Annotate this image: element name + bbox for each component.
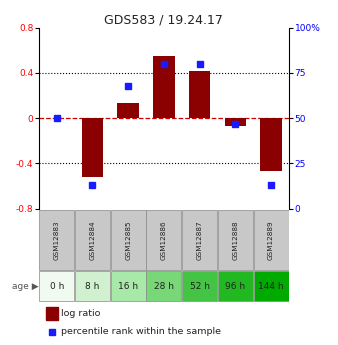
Text: percentile rank within the sample: percentile rank within the sample <box>62 327 221 336</box>
Text: GSM12883: GSM12883 <box>54 220 60 259</box>
Bar <box>146 272 182 301</box>
Text: GSM12885: GSM12885 <box>125 220 131 259</box>
Text: GSM12886: GSM12886 <box>161 220 167 259</box>
Bar <box>46 307 57 320</box>
Title: GDS583 / 19.24.17: GDS583 / 19.24.17 <box>104 13 223 27</box>
Bar <box>254 210 289 269</box>
Text: GSM12888: GSM12888 <box>233 220 238 259</box>
Bar <box>75 272 110 301</box>
Bar <box>111 210 146 269</box>
Bar <box>218 210 253 269</box>
Text: 28 h: 28 h <box>154 282 174 291</box>
Bar <box>75 210 110 269</box>
Text: log ratio: log ratio <box>62 309 101 318</box>
Bar <box>39 210 74 269</box>
Bar <box>182 210 217 269</box>
Text: GSM12887: GSM12887 <box>197 220 203 259</box>
Bar <box>260 118 282 171</box>
Text: 0 h: 0 h <box>50 282 64 291</box>
Bar <box>254 272 289 301</box>
Bar <box>82 118 103 177</box>
Bar <box>182 272 217 301</box>
Text: 8 h: 8 h <box>85 282 100 291</box>
Text: 16 h: 16 h <box>118 282 138 291</box>
Bar <box>39 272 74 301</box>
Bar <box>218 272 253 301</box>
Bar <box>225 118 246 126</box>
Text: 96 h: 96 h <box>225 282 245 291</box>
Text: GSM12889: GSM12889 <box>268 220 274 259</box>
Text: 144 h: 144 h <box>258 282 284 291</box>
Text: 52 h: 52 h <box>190 282 210 291</box>
Bar <box>111 272 146 301</box>
Bar <box>146 210 182 269</box>
Text: age ▶: age ▶ <box>11 282 38 291</box>
Bar <box>153 56 175 118</box>
Bar <box>118 104 139 118</box>
Text: GSM12884: GSM12884 <box>90 220 95 259</box>
Bar <box>189 71 210 118</box>
